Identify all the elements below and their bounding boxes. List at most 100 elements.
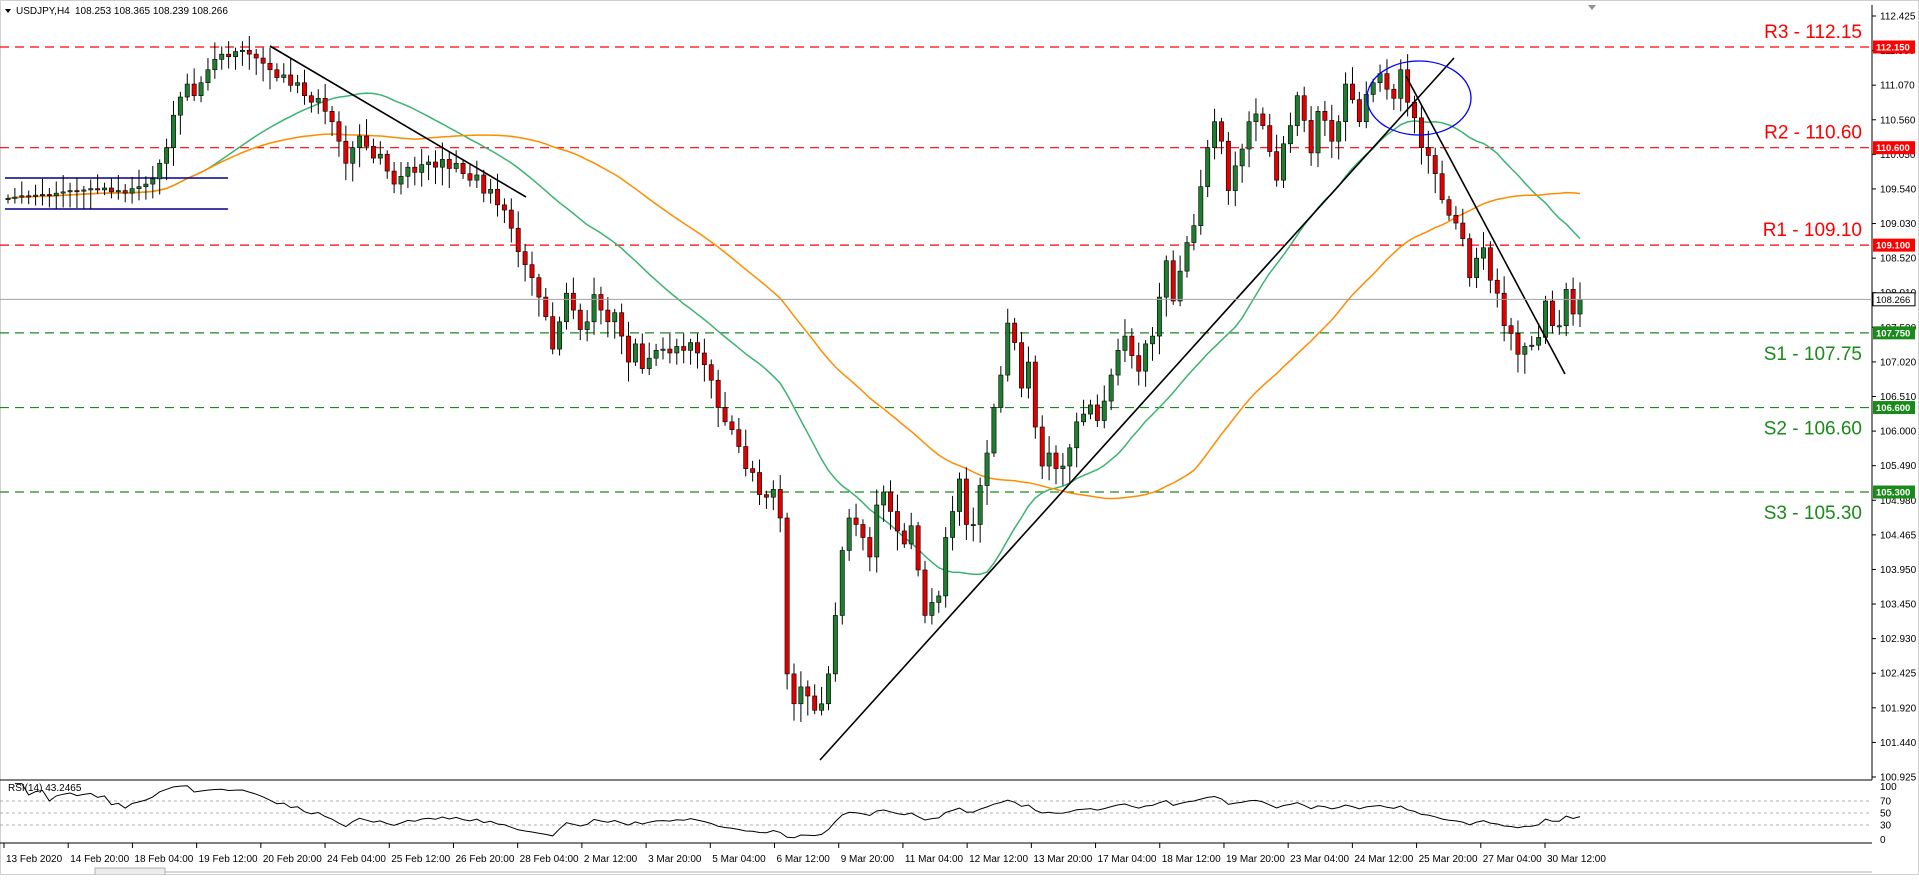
candle-bearish (1329, 104, 1335, 159)
level-price-tag: 106.600 (1873, 401, 1915, 415)
candle-bullish (1060, 453, 1066, 486)
candle-body (763, 494, 769, 498)
candle-bearish (667, 332, 673, 364)
level-price-tag-text: 107.750 (1876, 328, 1910, 339)
candle-body (1025, 361, 1031, 389)
price-tick-label: 108.520 (1880, 254, 1917, 265)
candle-body (426, 161, 432, 165)
candle-body (1384, 73, 1390, 90)
candle-body (777, 489, 783, 519)
dropdown-triangle-icon[interactable] (5, 9, 11, 13)
time-tick-label: 25 Feb 12:00 (391, 854, 450, 865)
candle-bullish (1150, 326, 1155, 361)
price-tick-label: 110.050 (1880, 150, 1916, 161)
candle-body (1115, 350, 1121, 376)
candle-body (405, 166, 411, 177)
current-price-tag-text: 108.266 (1876, 295, 1910, 306)
candle-body (184, 83, 190, 98)
time-tick-label: 24 Feb 04:00 (327, 854, 386, 865)
candle-bullish (19, 181, 25, 204)
candle-bullish (998, 365, 1004, 413)
candle-body (501, 204, 507, 211)
trendline-uptrend-march[interactable] (819, 57, 1455, 761)
current-price-tag: 108.266 (1872, 292, 1916, 307)
bottom-tab[interactable] (94, 867, 166, 876)
time-tick-label: 12 Mar 12:00 (969, 854, 1028, 865)
level-price-tag: 112.150 (1873, 40, 1915, 54)
candle-body (695, 342, 700, 354)
candle-body (632, 343, 638, 363)
candle-bullish (115, 174, 121, 200)
candle-body (398, 175, 404, 185)
candle-bearish (888, 480, 893, 530)
candle-bearish (619, 303, 625, 355)
level-price-tag-text: 112.150 (1876, 43, 1910, 54)
candle-body (564, 292, 569, 323)
level-price-tag: 105.300 (1873, 485, 1915, 499)
candle-body (1246, 121, 1252, 150)
candle-bullish (1067, 443, 1073, 485)
candle-body (95, 188, 101, 191)
candle-bullish (239, 41, 245, 66)
candle-body (439, 159, 445, 168)
candle-bearish (364, 119, 369, 151)
candle-bearish (598, 286, 604, 325)
time-tick-label: 19 Feb 12:00 (199, 854, 258, 865)
candle-body (1460, 222, 1466, 239)
candle-bearish (370, 138, 376, 164)
highlight-ellipse[interactable] (1366, 60, 1472, 136)
time-tick-label: 6 Mar 12:00 (777, 854, 831, 865)
candle-body (1474, 257, 1480, 278)
candle-bullish (1474, 247, 1480, 289)
candle-bearish (460, 159, 466, 179)
candle-body (1108, 374, 1114, 402)
candle-body (88, 188, 94, 191)
candle-bullish (1163, 255, 1169, 317)
candle-bearish (784, 512, 790, 690)
candle-bullish (171, 100, 176, 166)
time-tick-label: 18 Feb 04:00 (134, 854, 193, 865)
candle-bullish (1529, 336, 1535, 351)
level-label-support: S3 - 105.30 (1764, 503, 1862, 524)
candle-bullish (102, 182, 107, 196)
candle-bullish (405, 161, 411, 188)
candle-bullish (874, 489, 880, 573)
candle-bearish (1170, 250, 1176, 305)
candle-body (867, 537, 873, 558)
candle-bullish (164, 138, 170, 181)
candle-bearish (901, 523, 907, 548)
candle-bullish (357, 124, 363, 168)
candle-bullish (53, 181, 59, 209)
candle-body (288, 74, 294, 86)
time-tick-label: 25 Mar 20:00 (1419, 854, 1478, 865)
candle-bearish (1570, 277, 1576, 326)
collapse-triangle-icon[interactable] (1588, 5, 1596, 10)
candle-bearish (1350, 67, 1355, 104)
candle-body (350, 147, 356, 164)
candle-body (1088, 404, 1093, 415)
candle-bearish (1446, 195, 1452, 221)
trendline-downtrend-late-march[interactable] (1405, 75, 1566, 375)
candle-body (805, 686, 811, 697)
candle-bullish (1536, 323, 1542, 351)
candle-body (529, 264, 535, 278)
price-tick-label: 109.540 (1880, 184, 1917, 195)
candle-body (915, 525, 921, 571)
trendline-downtrend-feb[interactable] (269, 45, 527, 198)
candle-body (1184, 242, 1190, 272)
price-tick-label: 104.980 (1880, 496, 1917, 507)
candle-body (1446, 199, 1452, 216)
candle-body (612, 312, 618, 323)
candle-bearish (515, 211, 521, 268)
candle-bearish (708, 359, 714, 399)
candle-body (839, 550, 845, 616)
candle-bearish (46, 187, 52, 208)
candle-body (860, 524, 866, 538)
candle-bullish (1212, 108, 1218, 160)
candle-body (1418, 117, 1424, 148)
candle-body (129, 188, 135, 194)
candle-body (798, 686, 804, 705)
candle-body (943, 537, 949, 597)
candle-body (619, 312, 625, 337)
